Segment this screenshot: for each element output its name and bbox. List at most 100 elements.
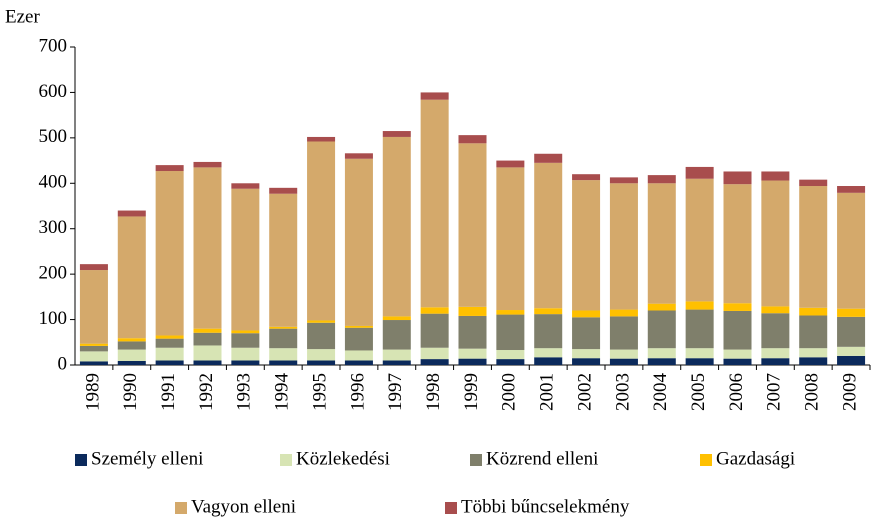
bar-segment (723, 171, 752, 185)
legend-label: Közrend elleni (486, 448, 598, 469)
y-tick-label: 600 (39, 81, 68, 102)
bar-segment (344, 350, 373, 361)
bar-segment (534, 153, 563, 163)
bar-segment (269, 326, 298, 329)
bar-segment (344, 327, 373, 351)
bar-segment (609, 309, 638, 317)
bar-segment (837, 308, 866, 317)
bar-segment (761, 313, 790, 349)
bar-segment (799, 348, 828, 358)
x-tick-label: 2004 (650, 373, 671, 412)
x-tick-label: 2005 (688, 373, 709, 411)
bar-segment (685, 309, 714, 349)
bar-segment (231, 333, 260, 348)
x-tick-label: 2001 (537, 373, 558, 411)
bar-segment (117, 210, 146, 217)
bar-segment (231, 188, 260, 331)
bar-segment (647, 348, 676, 359)
bar-segment (382, 136, 411, 317)
x-tick-label: 2003 (612, 373, 633, 411)
bar-segment (420, 92, 449, 100)
bar-segment (534, 348, 563, 358)
bar-segment (269, 187, 298, 194)
bar-segment (79, 270, 108, 344)
bar-segment (761, 358, 790, 365)
bar-segment (647, 183, 676, 304)
bar-segment (685, 178, 714, 302)
x-tick-label: 2009 (839, 373, 860, 411)
bar-segment (609, 177, 638, 184)
bar-segment (155, 171, 184, 336)
bar-segment (572, 310, 601, 318)
legend-label: Többi bűncselekmény (461, 496, 630, 517)
bar-segment (534, 357, 563, 365)
bar-segment (155, 335, 184, 339)
bar-segment (155, 165, 184, 172)
bar-segment (723, 349, 752, 359)
bar-segment (647, 175, 676, 184)
bar-segment (572, 174, 601, 181)
bar-segment (723, 184, 752, 304)
bar-segment (307, 322, 336, 350)
bar-segment (79, 343, 108, 346)
bar-segment (307, 360, 336, 365)
legend-swatch (75, 454, 87, 466)
bar-segment (382, 316, 411, 321)
bar-segment (761, 171, 790, 181)
bar-segment (269, 360, 298, 365)
bar-segment (382, 349, 411, 361)
bar-segment (799, 307, 828, 316)
bar-segment (117, 349, 146, 361)
bar-segment (799, 179, 828, 187)
x-tick-label: 1989 (82, 373, 103, 411)
bar-segment (155, 338, 184, 348)
bar-segment (420, 347, 449, 360)
bar-segment (534, 314, 563, 349)
bar-segment (837, 346, 866, 356)
bar-segment (420, 359, 449, 365)
x-tick-label: 1996 (347, 373, 368, 411)
bar-segment (458, 348, 487, 359)
bar-segment (269, 348, 298, 361)
legend-label: Gazdasági (716, 448, 795, 469)
bar-segment (117, 216, 146, 339)
bar-segment (382, 320, 411, 350)
bar-segment (193, 161, 222, 168)
bar-segment (609, 316, 638, 350)
legend-label: Közlekedési (296, 448, 390, 469)
x-tick-label: 1993 (234, 373, 255, 411)
bar-segment (269, 328, 298, 349)
x-tick-label: 1997 (385, 373, 406, 411)
bar-segment (79, 361, 108, 365)
bar-segment (685, 348, 714, 359)
x-tick-label: 1995 (309, 373, 330, 411)
bar-segment (344, 360, 373, 365)
bar-segment (496, 310, 525, 315)
bar-segment (534, 162, 563, 309)
bar-segment (269, 193, 298, 327)
bar-segment (572, 349, 601, 359)
x-tick-label: 2006 (726, 373, 747, 411)
bar-segment (420, 313, 449, 348)
y-tick-label: 100 (39, 308, 68, 329)
bar-segment (344, 158, 373, 326)
x-tick-label: 1999 (461, 373, 482, 411)
bar-segment (837, 355, 866, 365)
legend-swatch (470, 454, 482, 466)
bar-segment (193, 328, 222, 333)
x-tick-label: 1991 (158, 373, 179, 411)
bar-segment (79, 345, 108, 352)
bar-segment (231, 330, 260, 334)
bar-segment (458, 135, 487, 144)
legend-swatch (175, 502, 187, 514)
bar-segment (193, 332, 222, 346)
bar-segment (382, 131, 411, 137)
legend-swatch (700, 454, 712, 466)
x-tick-label: 2007 (764, 373, 785, 411)
bar-segment (572, 180, 601, 311)
bar-segment (79, 351, 108, 362)
x-tick-label: 1992 (196, 373, 217, 411)
bar-segment (647, 358, 676, 365)
y-tick-label: 200 (39, 263, 68, 284)
x-tick-label: 1990 (120, 373, 141, 411)
